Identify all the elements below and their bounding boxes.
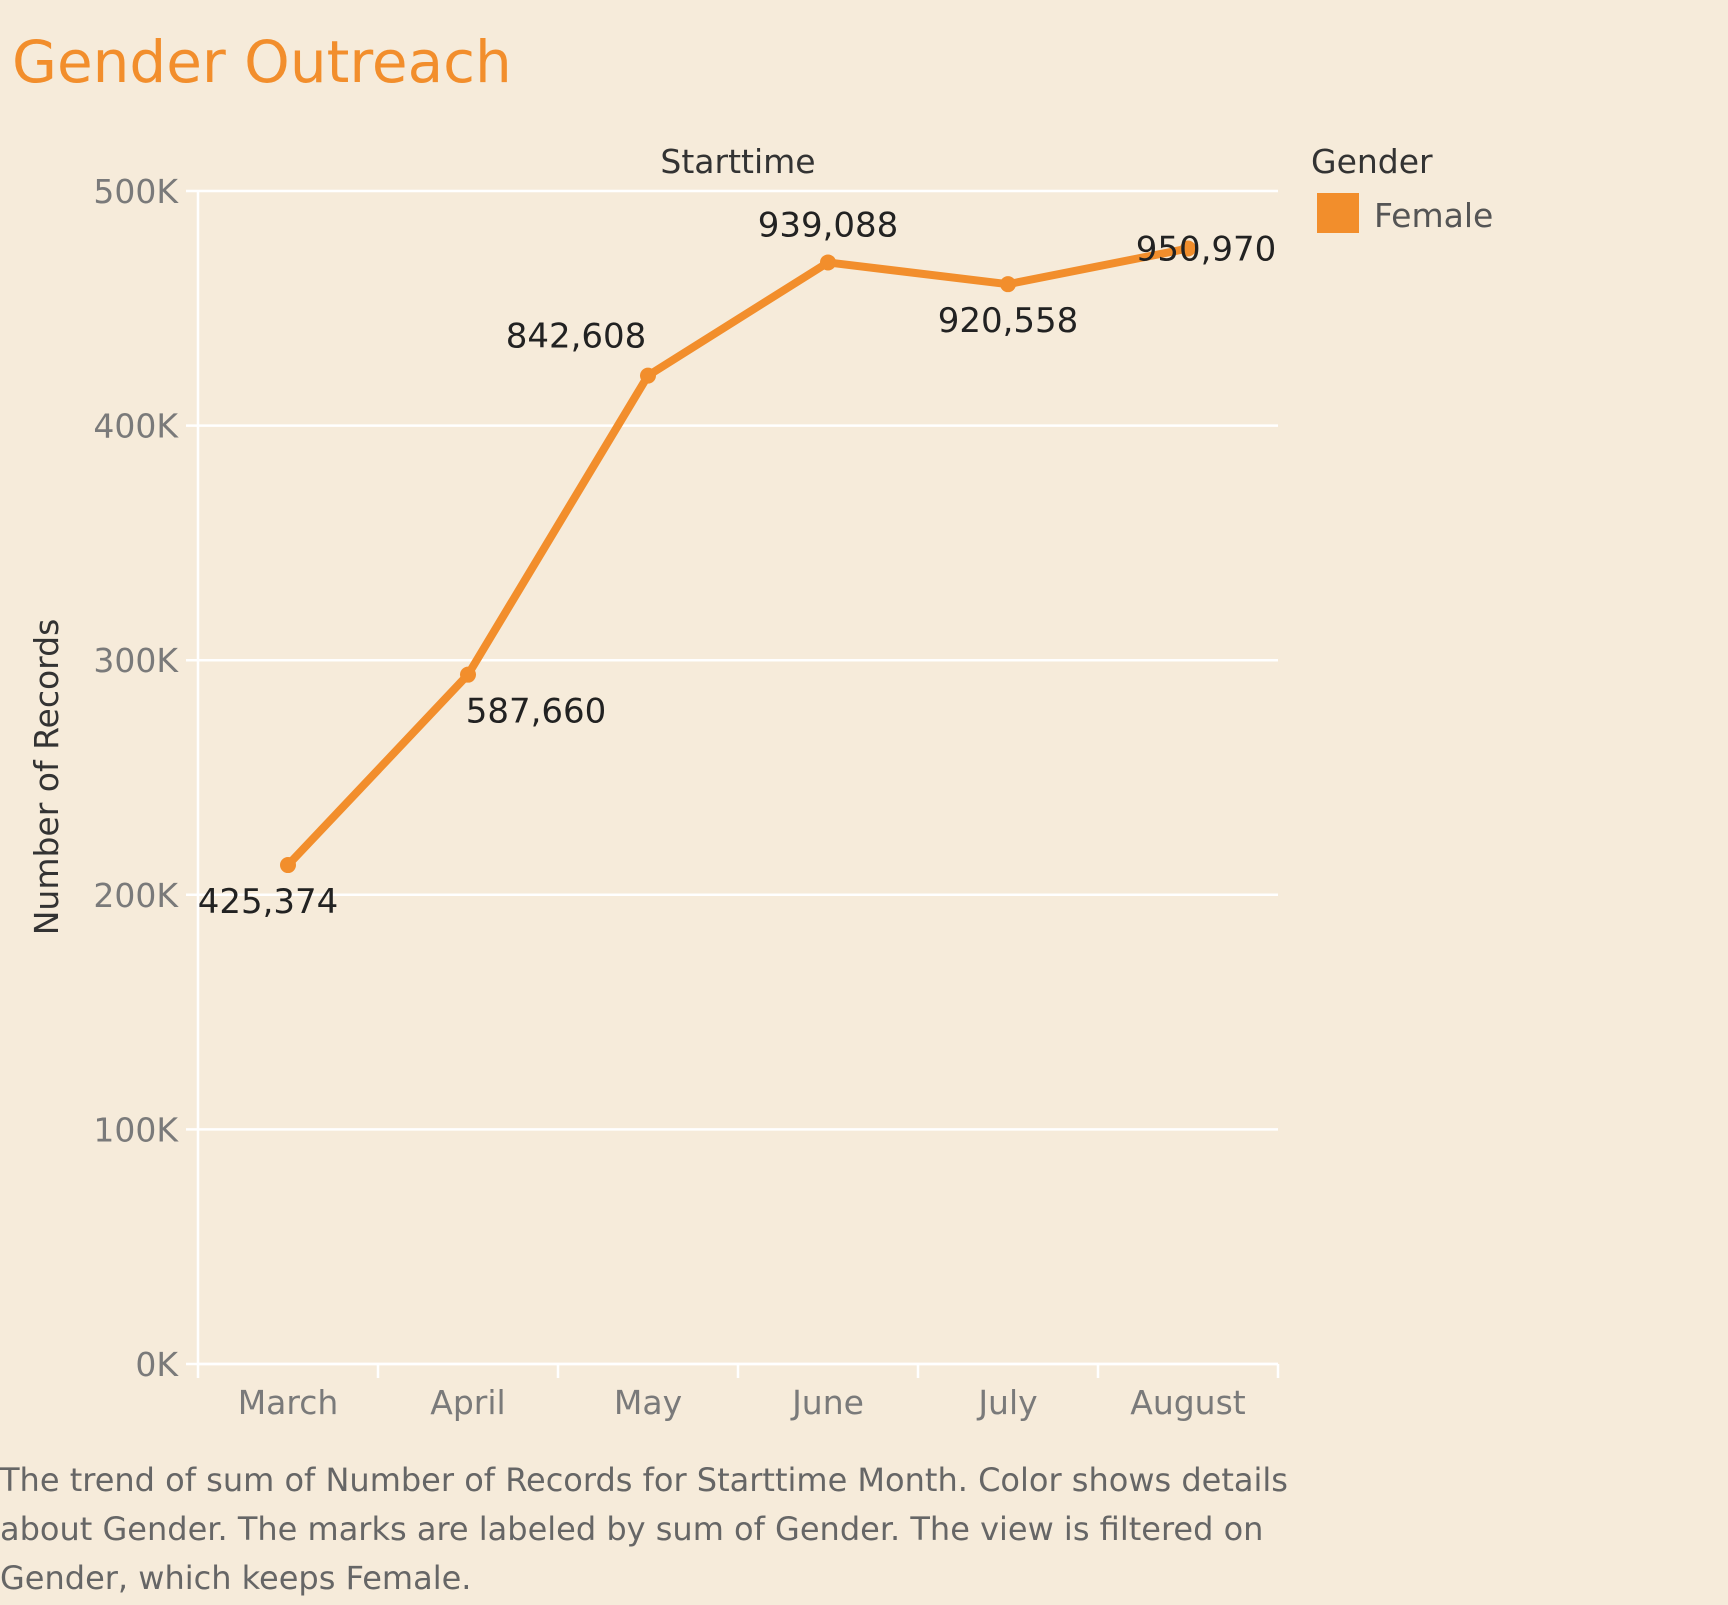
data-labels: 425,374 587,660 842,608 939,088 920,558 950,9… [198, 205, 1277, 922]
y-axis-title: Number of Records [27, 619, 66, 936]
data-label: 587,660 [466, 692, 607, 732]
data-point [1180, 240, 1196, 257]
y-tick-label: 200K [93, 876, 179, 915]
legend: Gender Female [1311, 142, 1493, 235]
x-tick-label: April [430, 1383, 505, 1422]
legend-title: Gender [1311, 142, 1433, 181]
axes [196, 191, 1280, 1378]
data-point [1000, 276, 1016, 293]
y-axis-ticks: 0K 100K 200K 300K 400K 500K [93, 172, 179, 1384]
y-tick-label: 0K [135, 1345, 179, 1384]
data-label: 939,088 [758, 205, 899, 245]
data-label: 950,970 [1136, 230, 1277, 270]
data-point [460, 666, 476, 683]
gridlines [186, 189, 1278, 1366]
data-point [280, 857, 296, 874]
legend-entry-female: Female [1374, 196, 1493, 235]
column-header: Starttime [660, 142, 815, 181]
data-label: 920,558 [938, 301, 1079, 341]
chart-title: Gender Outreach [12, 28, 512, 96]
data-point [640, 367, 656, 384]
x-tick-label: March [238, 1383, 339, 1422]
y-tick-label: 400K [93, 407, 179, 446]
legend-swatch-female [1317, 193, 1359, 233]
x-tick-label: May [614, 1383, 682, 1422]
data-label: 842,608 [506, 317, 647, 357]
chart-caption: The trend of sum of Number of Records fo… [0, 1461, 1288, 1597]
series-line [284, 244, 1192, 870]
x-tick-label: August [1130, 1383, 1246, 1422]
y-tick-label: 100K [93, 1110, 179, 1149]
y-tick-label: 300K [93, 641, 179, 680]
x-tick-label: July [976, 1383, 1037, 1422]
x-tick-label: June [790, 1383, 864, 1422]
data-label: 425,374 [198, 882, 339, 922]
x-axis-ticks: March April May June July August [238, 1383, 1246, 1422]
y-tick-label: 500K [93, 172, 179, 211]
series-female [280, 240, 1196, 874]
data-point [820, 254, 836, 271]
